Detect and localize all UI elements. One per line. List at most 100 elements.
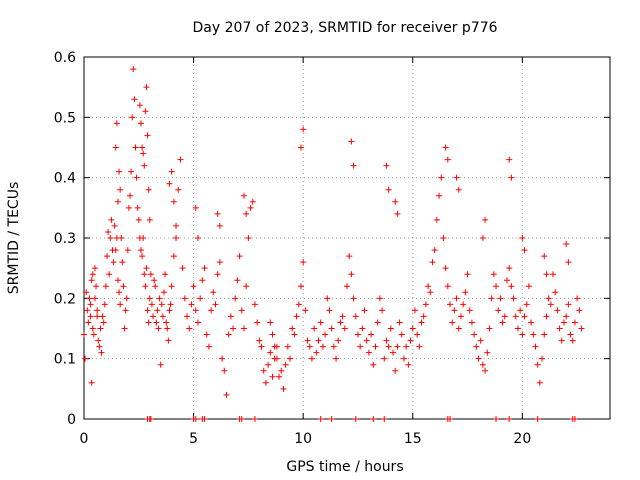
data-point: [139, 144, 146, 151]
data-point: [547, 301, 554, 308]
data-point: [166, 307, 173, 314]
data-point: [497, 295, 504, 302]
data-point: [447, 301, 454, 308]
data-point: [578, 325, 585, 332]
data-point: [170, 253, 177, 260]
data-point: [162, 271, 169, 278]
data-point: [291, 331, 298, 338]
chart-title: Day 207 of 2023, SRMTID for receiver p77…: [192, 20, 497, 36]
data-point: [164, 325, 171, 332]
data-point: [190, 283, 197, 290]
data-point: [167, 301, 174, 308]
data-point: [114, 198, 121, 205]
data-point: [163, 319, 170, 326]
data-point: [379, 307, 386, 314]
data-point: [153, 319, 160, 326]
data-point: [243, 210, 250, 217]
data-point: [205, 343, 212, 350]
data-point: [405, 361, 412, 368]
data-point: [216, 222, 223, 229]
data-point: [145, 186, 152, 193]
data-point: [539, 355, 546, 362]
data-point: [108, 216, 115, 223]
data-point: [249, 198, 256, 205]
data-point: [175, 186, 182, 193]
data-point: [256, 337, 263, 344]
data-point: [98, 349, 105, 356]
data-point: [84, 307, 91, 314]
data-point: [83, 289, 90, 296]
data-point: [569, 337, 576, 344]
data-point: [89, 325, 96, 332]
data-point: [144, 132, 151, 139]
data-point: [387, 325, 394, 332]
data-point: [243, 283, 250, 290]
data-point: [444, 156, 451, 163]
data-point: [319, 343, 326, 350]
data-point: [93, 283, 100, 290]
data-point: [490, 271, 497, 278]
data-point: [300, 259, 307, 266]
data-point: [517, 307, 524, 314]
x-tick-label: 5: [189, 431, 198, 447]
data-point: [328, 416, 335, 422]
data-point: [519, 331, 526, 338]
data-point: [173, 235, 180, 241]
data-point: [151, 277, 158, 284]
data-point: [311, 325, 318, 332]
data-point: [219, 355, 226, 362]
data-point: [565, 259, 572, 266]
data-point: [346, 253, 353, 260]
data-point: [94, 313, 101, 320]
data-point: [447, 416, 454, 422]
data-point: [385, 343, 392, 350]
data-point: [221, 367, 228, 374]
data-point: [297, 144, 304, 151]
data-point: [101, 301, 108, 308]
data-point: [284, 343, 291, 350]
data-point: [203, 331, 210, 338]
data-point: [510, 295, 517, 302]
data-point: [409, 325, 416, 332]
data-point: [363, 337, 370, 344]
data-point: [137, 120, 144, 127]
data-point: [506, 156, 513, 163]
data-point: [88, 277, 95, 284]
data-point: [287, 355, 294, 362]
data-point: [278, 367, 285, 374]
data-point: [479, 235, 486, 241]
data-point: [337, 319, 344, 326]
data-point: [381, 416, 388, 422]
data-point: [87, 313, 94, 320]
data-point: [154, 307, 161, 314]
data-point: [247, 204, 254, 211]
data-point: [528, 319, 535, 326]
data-point: [576, 307, 583, 314]
data-point: [156, 295, 163, 302]
data-point: [383, 337, 390, 344]
data-point: [381, 355, 388, 362]
data-point: [117, 186, 124, 193]
data-point: [475, 355, 482, 362]
data-point: [216, 259, 223, 266]
data-point: [173, 222, 180, 229]
data-point: [276, 373, 283, 380]
data-point: [333, 355, 340, 362]
data-point: [227, 313, 234, 320]
data-point: [486, 325, 493, 332]
data-point: [87, 301, 94, 308]
data-point: [112, 144, 119, 151]
data-point: [473, 343, 480, 350]
data-point: [442, 144, 449, 151]
data-point: [348, 271, 355, 278]
data-point: [194, 235, 201, 241]
data-point: [201, 265, 208, 272]
data-point: [449, 319, 456, 326]
data-point: [159, 313, 166, 320]
data-point: [137, 247, 144, 254]
data-point: [267, 349, 274, 356]
data-point: [420, 313, 427, 320]
data-point: [392, 367, 399, 374]
data-point: [168, 283, 175, 290]
data-point: [429, 259, 436, 266]
